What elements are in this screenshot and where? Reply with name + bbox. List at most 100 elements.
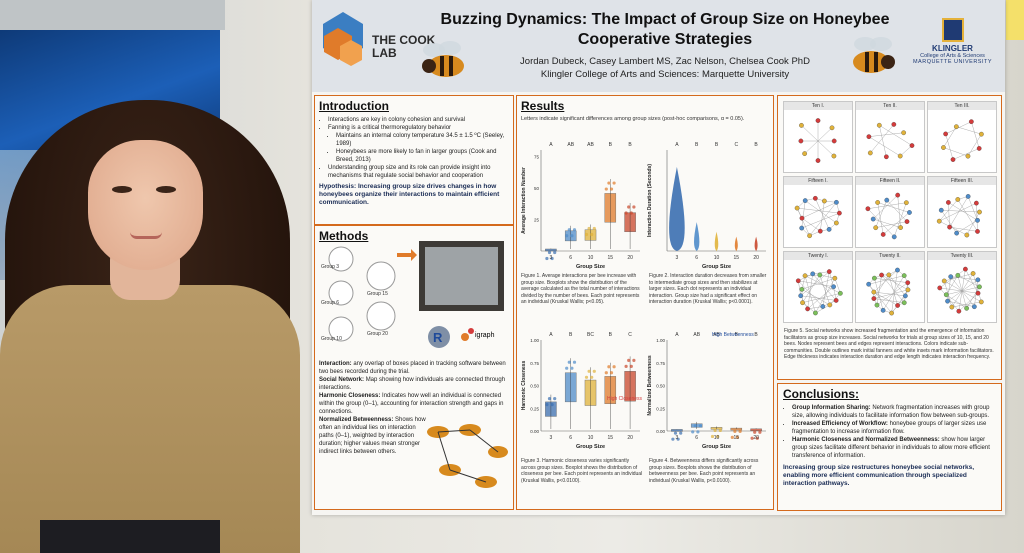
network-node [950,157,956,162]
results-heading: Results [521,99,565,113]
network-node [975,229,980,234]
point-3 [673,431,678,435]
logo-line2: College of Arts & Sciences [920,53,985,59]
x-tick-label: 3 [676,255,679,261]
point-15 [612,181,616,185]
figure-3-annotation: High Closeness [607,396,643,402]
point-10 [718,428,722,433]
significance-letter: AB [693,332,700,338]
point-10 [592,369,596,373]
x-tick-label: 20 [627,435,633,441]
y-tick-label: 0.75 [530,361,539,366]
x-tick-label: 15 [734,435,740,441]
group-label: Group 10 [321,336,342,342]
network-graph [937,266,984,314]
definition-item: Interaction: any overlap of boxes placed… [319,361,506,375]
window-frame [0,0,225,30]
network-edge [956,126,982,135]
point-20 [624,211,628,215]
network-node [817,272,823,278]
intro-bullet: Honeybees are more likely to fan in larg… [336,148,509,164]
network-edge [957,275,967,309]
network-node [798,293,804,299]
y-tick-label: 75 [534,154,540,159]
box-20 [750,428,762,432]
network-label: Ten III. [928,102,996,110]
network-edge [812,273,837,301]
significance-letter: B [715,142,719,148]
network-node [867,150,873,156]
violin-20 [754,236,758,251]
group-label: Group 15 [367,291,388,297]
x-tick-label: 15 [608,435,614,441]
network-edge [801,217,821,232]
point-3 [547,397,552,401]
network-edge [819,274,831,305]
network-node [875,200,880,205]
poster-title: Buzzing Dynamics: The Impact of Group Si… [440,11,890,48]
conclusions-panel: Conclusions: Group Information Sharing: … [777,383,1002,511]
point-3 [547,250,552,255]
significance-letter: AB [587,142,594,148]
group-label: Group 20 [367,331,388,337]
network-panel: Twenty I. [783,251,853,323]
network-edge [867,208,895,238]
network-node [799,225,805,231]
figure-2-chart: 3 A 6 B 10 B 15 C 20 B Group Size Interaction Durat… [647,142,766,270]
network-edge [815,198,830,230]
network-edge [886,199,908,222]
svg-text:R: R [433,330,443,345]
network-node [880,307,886,313]
point-3 [550,403,554,407]
network-node [895,303,900,308]
x-tick-label: 3 [550,255,553,261]
igraph-label: igraph [475,332,495,339]
network-edge [941,210,980,213]
network-label: Fifteen III. [928,177,996,185]
network-edge [967,196,978,221]
network-label: Ten II. [856,102,924,110]
bee-cluster-illustration [427,424,508,488]
network-graph [936,194,982,238]
network-graph [866,267,911,316]
network-node [807,233,812,239]
network-edge [965,269,979,294]
y-axis-label: Harmonic Closeness [521,361,527,411]
poster-affiliation: Klingler College of Arts and Sciences: M… [540,69,790,80]
network-graph [865,192,912,240]
network-node [964,305,969,311]
point-20 [632,205,636,209]
poster-authors: Jordan Dubeck, Casey Lambert MS, Zac Nel… [520,56,810,67]
network-label: Fifteen I. [784,177,852,185]
network-node [865,206,871,212]
point-10 [590,375,594,379]
network-node [831,138,837,144]
x-tick-label: 15 [734,255,740,261]
person-pants [40,520,220,553]
network-edge [946,294,967,309]
definition-item: Social Network: Map showing how individu… [319,377,506,391]
network-node [805,306,810,312]
point-3 [550,256,554,261]
network-edge [879,125,913,146]
point-20 [632,358,636,362]
network-node [817,228,823,234]
network-edge [945,133,954,160]
point-20 [629,364,633,368]
x-tick-label: 6 [695,255,698,261]
network-node [820,304,826,309]
network-edge [943,126,957,148]
x-tick-label: 20 [753,435,759,441]
y-tick-label: 0.00 [656,429,665,434]
network-node [866,134,872,140]
network-node [831,284,836,290]
point-6 [567,228,571,232]
network-edge [801,278,835,290]
figure-4-annotation: High Betweenness [712,332,754,338]
network-node [838,290,843,296]
network-graph [941,119,984,162]
network-edge [815,304,830,314]
network-edge [798,280,801,296]
network-node [810,271,816,277]
network-edge [873,274,889,299]
